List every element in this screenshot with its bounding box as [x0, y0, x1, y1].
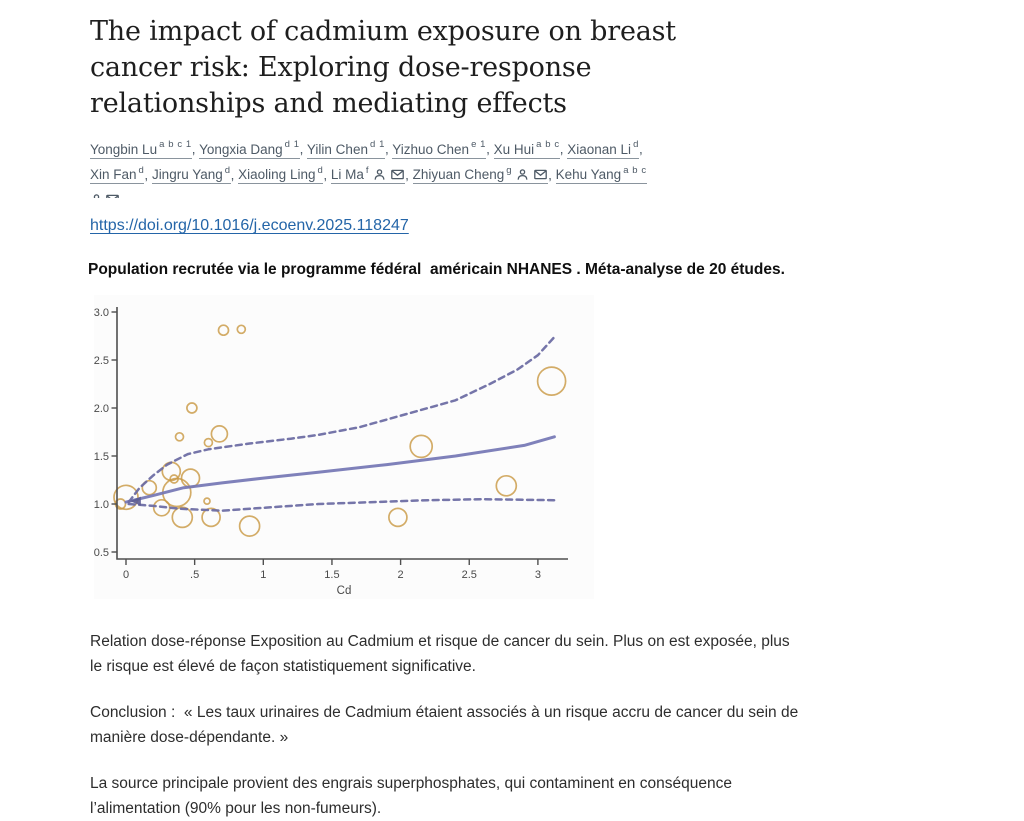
author-link[interactable]: Yongxia Dang d 1 [199, 139, 300, 159]
x-tick-label: 1 [260, 569, 266, 581]
x-tick-label: 3 [535, 569, 541, 581]
study-bubbles [113, 324, 567, 537]
study-bubble [236, 324, 247, 335]
x-tick-label: 2.5 [462, 569, 477, 581]
study-bubble [171, 506, 194, 529]
study-bubble [201, 507, 221, 528]
author-affiliation-sup: a b c 1 [159, 139, 192, 150]
author-affiliation-sup: e 1 [471, 139, 487, 150]
study-bubble [113, 484, 139, 511]
author-link[interactable]: Yizhuo Chen e 1 [392, 139, 487, 159]
author-name: Yizhuo Chen [392, 141, 470, 157]
paragraph-source: La source principale provient des engrai… [90, 775, 732, 817]
study-bubble [409, 434, 434, 459]
author-name: Xiaoling Ling [238, 167, 316, 182]
y-tick-label: 0.5 [94, 547, 109, 559]
study-bubble [186, 402, 198, 414]
page-title: The impact of cadmium exposure on breast… [90, 16, 676, 119]
fit-line [124, 435, 556, 504]
author-affiliation-sup: d [317, 164, 324, 176]
author-link[interactable]: Xin Fan d [90, 164, 145, 184]
study-bubble [217, 324, 230, 337]
study-bubble [210, 425, 229, 443]
author-name: Jingru Yang [151, 167, 223, 182]
paragraph-conclusion: Conclusion : « Les taux urinaires de Cad… [90, 704, 799, 746]
y-tick-label: 2.5 [94, 355, 109, 367]
x-tick-label: 0 [123, 569, 129, 581]
study-bubble [141, 479, 158, 496]
author-link[interactable]: Xu Hui a b c [493, 139, 560, 159]
author-affiliation-sup: d [138, 164, 145, 176]
study-bubble [203, 437, 214, 448]
author-link[interactable]: Yongbin Lu a b c 1 [90, 139, 192, 159]
author-name: Li Ma [330, 167, 364, 182]
y-tick-label: 2.0 [94, 403, 109, 415]
envelope-icon[interactable] [106, 194, 119, 198]
author-name: Xiaonan Li [567, 141, 632, 157]
author-line: Xin Fan d, Jingru Yang d, Xiaoling Ling d, … [90, 164, 647, 184]
author-link[interactable]: Jingru Yang d [151, 164, 231, 184]
paragraph-dose-response: Relation dose-réponse Exposition au Cadm… [90, 633, 790, 675]
convergence-arrow [129, 496, 141, 506]
author-link[interactable]: Xiaonan Li d [567, 139, 639, 159]
study-bubble [203, 497, 211, 505]
x-tick-label: 1.5 [324, 569, 339, 581]
axes-lines [116, 307, 568, 560]
doi-link[interactable]: https://doi.org/10.1016/j.ecoenv.2025.11… [90, 217, 409, 234]
author-affiliation-sup: d [224, 164, 231, 176]
author-link[interactable]: Zhiyuan Cheng g [412, 164, 549, 184]
y-tick-label: 1.0 [94, 499, 109, 511]
author-link[interactable]: Kehu Yang a b c [555, 164, 647, 184]
author-affiliation-sup: d 1 [369, 139, 385, 150]
x-axis-label: Cd [337, 585, 352, 597]
person-icon[interactable] [517, 169, 528, 180]
study-bubble [388, 507, 408, 528]
person-icon[interactable] [374, 169, 385, 180]
author-affiliation-sup: a b c [536, 139, 560, 150]
author-name: Yongbin Lu [90, 141, 158, 157]
dose-response-chart: 0.5 1.0 1.5 2.0 2.5 3.0 0.5 1 1.5 2 2.5 3 Cd [94, 295, 1008, 599]
x-tick-label: .5 [190, 569, 199, 581]
author-link[interactable]: Li Ma f [330, 164, 406, 184]
chart-svg: 0.51.01.52.02.53.00.5 1 1.5 2 2.5 3Cd [94, 295, 594, 599]
author-name: Xu Hui [493, 141, 535, 157]
study-bubble [495, 474, 518, 497]
axis-ticks-and-labels: 0.51.01.52.02.53.00.5 1 1.5 2 2.5 3Cd [94, 307, 541, 597]
study-bubble [536, 366, 567, 396]
envelope-icon[interactable] [391, 169, 404, 180]
author-affiliation-sup: f [365, 164, 370, 176]
y-tick-label: 1.5 [94, 451, 109, 463]
confidence-band-line [127, 335, 556, 504]
author-name: Xin Fan [90, 167, 137, 182]
author-line: Yongbin Lu a b c 1, Yongxia Dang d 1, Yili… [90, 139, 643, 159]
confidence-band-line [127, 497, 556, 512]
author-affiliation-sup: d [633, 139, 639, 150]
envelope-icon[interactable] [534, 169, 547, 180]
author-link[interactable]: Xiaoling Ling d [238, 164, 324, 184]
author-name: Yilin Chen [306, 141, 368, 157]
author-link[interactable]: Yilin Chen d 1 [306, 139, 385, 159]
y-tick-label: 3.0 [94, 307, 109, 319]
author-name: Zhiyuan Cheng [412, 167, 505, 182]
population-note: Population recrutée via le programme féd… [88, 261, 785, 278]
author-name: Kehu Yang [555, 167, 622, 182]
author-list: Yongbin Lu a b c 1, Yongxia Dang d 1, Yili… [90, 135, 1008, 198]
author-affiliation-sup: d 1 [284, 139, 300, 150]
author-name: Yongxia Dang [199, 141, 283, 157]
author-affiliation-sup: a b c [623, 164, 647, 176]
x-tick-label: 2 [398, 569, 404, 581]
study-bubble [238, 515, 261, 537]
author-affiliation-sup: g [506, 164, 513, 176]
person-icon[interactable] [91, 194, 102, 198]
author-icons-overflow-row [90, 189, 1008, 198]
study-bubble [174, 431, 185, 442]
